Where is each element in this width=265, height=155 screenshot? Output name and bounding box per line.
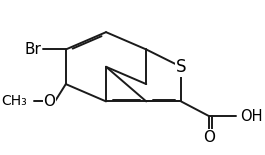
Text: O: O [203, 130, 215, 145]
Text: CH₃: CH₃ [1, 94, 27, 108]
Text: Br: Br [25, 42, 42, 57]
Text: OH: OH [240, 109, 262, 124]
Text: S: S [176, 58, 186, 76]
Text: O: O [43, 94, 55, 109]
